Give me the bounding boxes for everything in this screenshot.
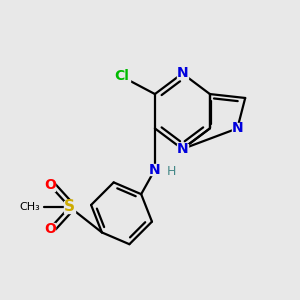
Bar	[177, 68, 188, 79]
Bar	[44, 223, 55, 234]
Bar	[149, 164, 160, 175]
Text: Cl: Cl	[114, 69, 129, 83]
Bar	[177, 144, 188, 154]
Text: S: S	[64, 200, 75, 214]
Text: N: N	[177, 142, 188, 156]
Text: CH₃: CH₃	[19, 202, 40, 212]
Text: N: N	[149, 163, 161, 177]
Bar	[232, 123, 243, 134]
Text: O: O	[44, 221, 56, 236]
Bar	[113, 71, 130, 82]
Bar	[64, 201, 75, 213]
Text: N: N	[177, 66, 188, 80]
Bar	[44, 180, 55, 191]
Text: H: H	[167, 165, 176, 178]
Text: O: O	[44, 178, 56, 192]
Text: N: N	[232, 122, 243, 135]
